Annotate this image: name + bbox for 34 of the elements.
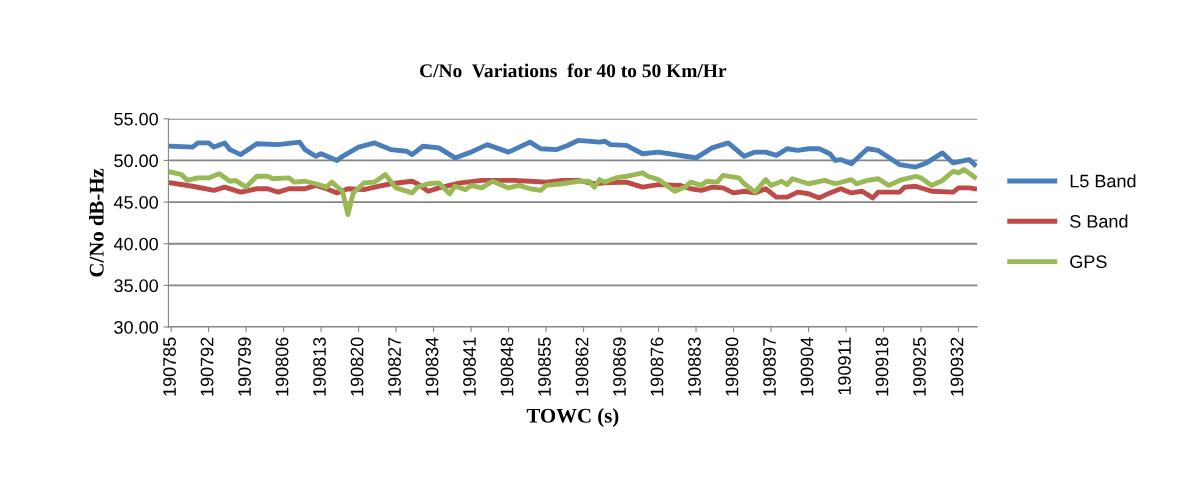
x-tick-label: 190820 xyxy=(350,337,364,396)
x-tick-label: 190883 xyxy=(688,337,701,396)
x-tick-label: 190799 xyxy=(238,337,251,396)
x-tick-label: 190792 xyxy=(200,337,214,396)
x-tick-label: 190911 xyxy=(838,337,851,395)
legend-label: L5 Band xyxy=(1070,174,1136,188)
y-tick-label: 50.00 xyxy=(114,154,158,168)
x-tick-label: 190918 xyxy=(875,337,889,396)
chart-title: C/No Variations for 40 to 50 Km/Hr xyxy=(420,63,727,78)
x-axis-title: TOWC (s) xyxy=(526,408,619,427)
y-tick-label: 30.00 xyxy=(114,320,158,334)
x-tick-label: 190813 xyxy=(313,337,326,396)
x-tick-label: 190806 xyxy=(275,337,289,396)
x-tick-label: 190827 xyxy=(388,337,401,396)
y-tick-label: 40.00 xyxy=(113,237,158,251)
y-tick-label: 45.00 xyxy=(113,196,158,209)
x-tick-label: 190890 xyxy=(725,337,739,396)
y-tick-label: 35.00 xyxy=(114,279,158,293)
x-tick-label: 190904 xyxy=(800,337,814,396)
x-tick-label: 190855 xyxy=(538,337,551,396)
x-tick-label: 190897 xyxy=(763,337,776,396)
y-axis-title: C/No dB-Hz xyxy=(89,168,104,277)
x-tick-label: 190925 xyxy=(913,337,926,396)
x-tick-label: 190862 xyxy=(575,337,589,396)
x-tick-label: 190785 xyxy=(163,337,176,396)
x-tick-label: 190876 xyxy=(650,337,664,396)
x-tick-label: 190841 xyxy=(463,337,476,396)
y-tick-label: 55.00 xyxy=(114,112,158,126)
legend-label: S Band xyxy=(1070,214,1128,228)
x-tick-label: 190869 xyxy=(613,337,626,396)
x-tick-label: 190834 xyxy=(425,337,439,396)
legend-label: GPS xyxy=(1070,255,1107,269)
x-tick-label: 190848 xyxy=(500,337,514,396)
x-tick-label: 190932 xyxy=(950,337,964,396)
